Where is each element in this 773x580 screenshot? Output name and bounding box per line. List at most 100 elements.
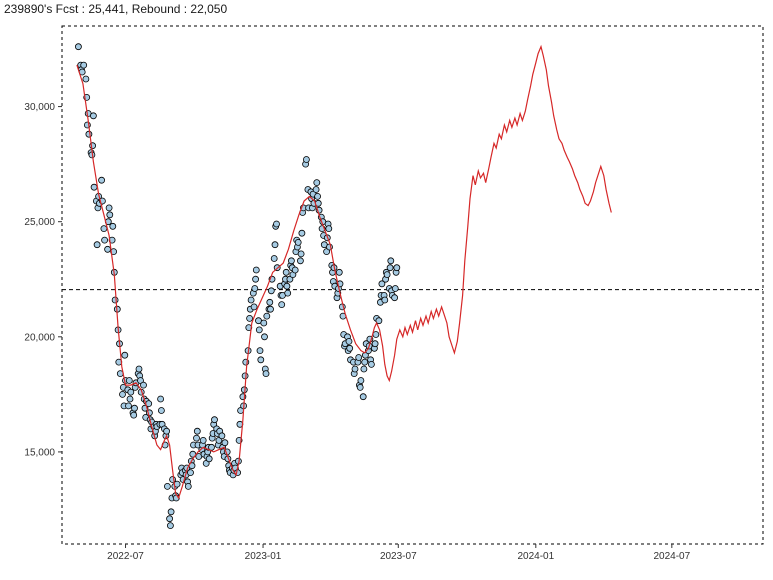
data-point — [297, 250, 305, 258]
data-point — [167, 508, 175, 516]
data-point — [371, 340, 379, 348]
data-point — [267, 305, 274, 313]
data-point — [351, 365, 359, 373]
data-point — [296, 257, 304, 265]
x-tick-label: 2022-07 — [107, 551, 144, 562]
data-point — [80, 61, 88, 69]
data-point — [381, 296, 389, 304]
data-point — [187, 469, 194, 477]
data-point — [283, 282, 291, 290]
data-point — [90, 112, 97, 120]
data-point — [241, 372, 249, 380]
data-point — [266, 298, 274, 306]
data-point — [163, 482, 171, 490]
x-tick-label: 2024-07 — [653, 551, 690, 562]
data-point — [111, 296, 119, 304]
forecast-line — [76, 44, 612, 500]
y-axis: 15,000 20,000 25,000 30,000 — [24, 102, 62, 458]
data-point — [367, 360, 375, 368]
data-point — [218, 432, 226, 440]
data-point — [287, 257, 295, 265]
data-point — [199, 436, 207, 444]
data-point — [271, 241, 279, 249]
plot-frame — [61, 25, 764, 545]
data-point — [246, 314, 254, 322]
data-point — [284, 289, 292, 297]
data-point — [386, 264, 394, 272]
data-point — [110, 248, 117, 256]
data-point — [202, 459, 210, 467]
data-point — [105, 204, 113, 212]
scatter-points — [75, 43, 401, 529]
data-point — [131, 404, 138, 412]
data-point — [205, 455, 213, 463]
data-point — [166, 515, 174, 523]
data-point — [391, 285, 399, 292]
data-point — [106, 211, 114, 219]
data-point — [119, 390, 126, 398]
data-point — [215, 436, 223, 444]
data-point — [169, 476, 177, 483]
data-point — [335, 268, 343, 276]
data-point — [372, 331, 380, 338]
data-point — [360, 365, 368, 373]
data-point — [255, 326, 263, 334]
data-point — [267, 287, 275, 295]
data-point — [325, 225, 333, 233]
data-point — [356, 383, 364, 391]
data-point — [357, 377, 365, 384]
data-point — [251, 285, 259, 292]
data-point — [252, 266, 260, 274]
data-point — [302, 156, 310, 163]
data-point — [98, 176, 105, 184]
data-point — [130, 411, 138, 419]
data-point — [221, 439, 229, 447]
data-point — [101, 236, 108, 244]
data-point — [361, 358, 369, 366]
data-point — [314, 192, 322, 200]
data-point — [193, 427, 201, 435]
data-point — [291, 266, 299, 274]
data-point — [345, 337, 353, 345]
data-point — [104, 245, 111, 253]
data-point — [184, 482, 192, 490]
data-point — [140, 381, 147, 389]
data-point — [137, 377, 144, 384]
data-point — [355, 354, 363, 361]
x-tick-label: 2024-01 — [517, 551, 554, 562]
data-point — [263, 312, 271, 320]
data-point — [157, 395, 165, 403]
data-point — [100, 225, 108, 233]
y-tick-label: 30,000 — [24, 102, 55, 113]
data-point — [90, 183, 98, 191]
data-point — [211, 416, 218, 424]
data-point — [346, 344, 354, 352]
data-point — [126, 395, 134, 403]
y-tick-label: 20,000 — [24, 332, 55, 343]
x-tick-label: 2023-07 — [380, 551, 417, 562]
chart-title: 239890's Fcst : 25,441, Rebound : 22,050 — [4, 2, 228, 16]
data-point — [127, 388, 135, 396]
data-point — [121, 351, 129, 359]
data-point — [294, 238, 302, 246]
data-point — [256, 347, 264, 355]
data-point — [109, 222, 117, 230]
data-point — [298, 229, 306, 237]
data-point — [375, 317, 383, 325]
data-point — [393, 264, 401, 272]
data-point — [257, 356, 265, 364]
data-point — [193, 434, 200, 442]
data-point — [391, 294, 399, 302]
data-point — [313, 179, 321, 187]
data-point — [125, 402, 132, 410]
y-tick-label: 15,000 — [24, 447, 55, 458]
data-point — [383, 271, 391, 279]
data-point — [163, 427, 171, 435]
data-point — [108, 236, 116, 244]
data-point — [387, 257, 395, 265]
data-point — [125, 377, 133, 384]
data-point — [270, 255, 278, 262]
data-point — [247, 296, 255, 304]
data-point — [85, 130, 93, 138]
